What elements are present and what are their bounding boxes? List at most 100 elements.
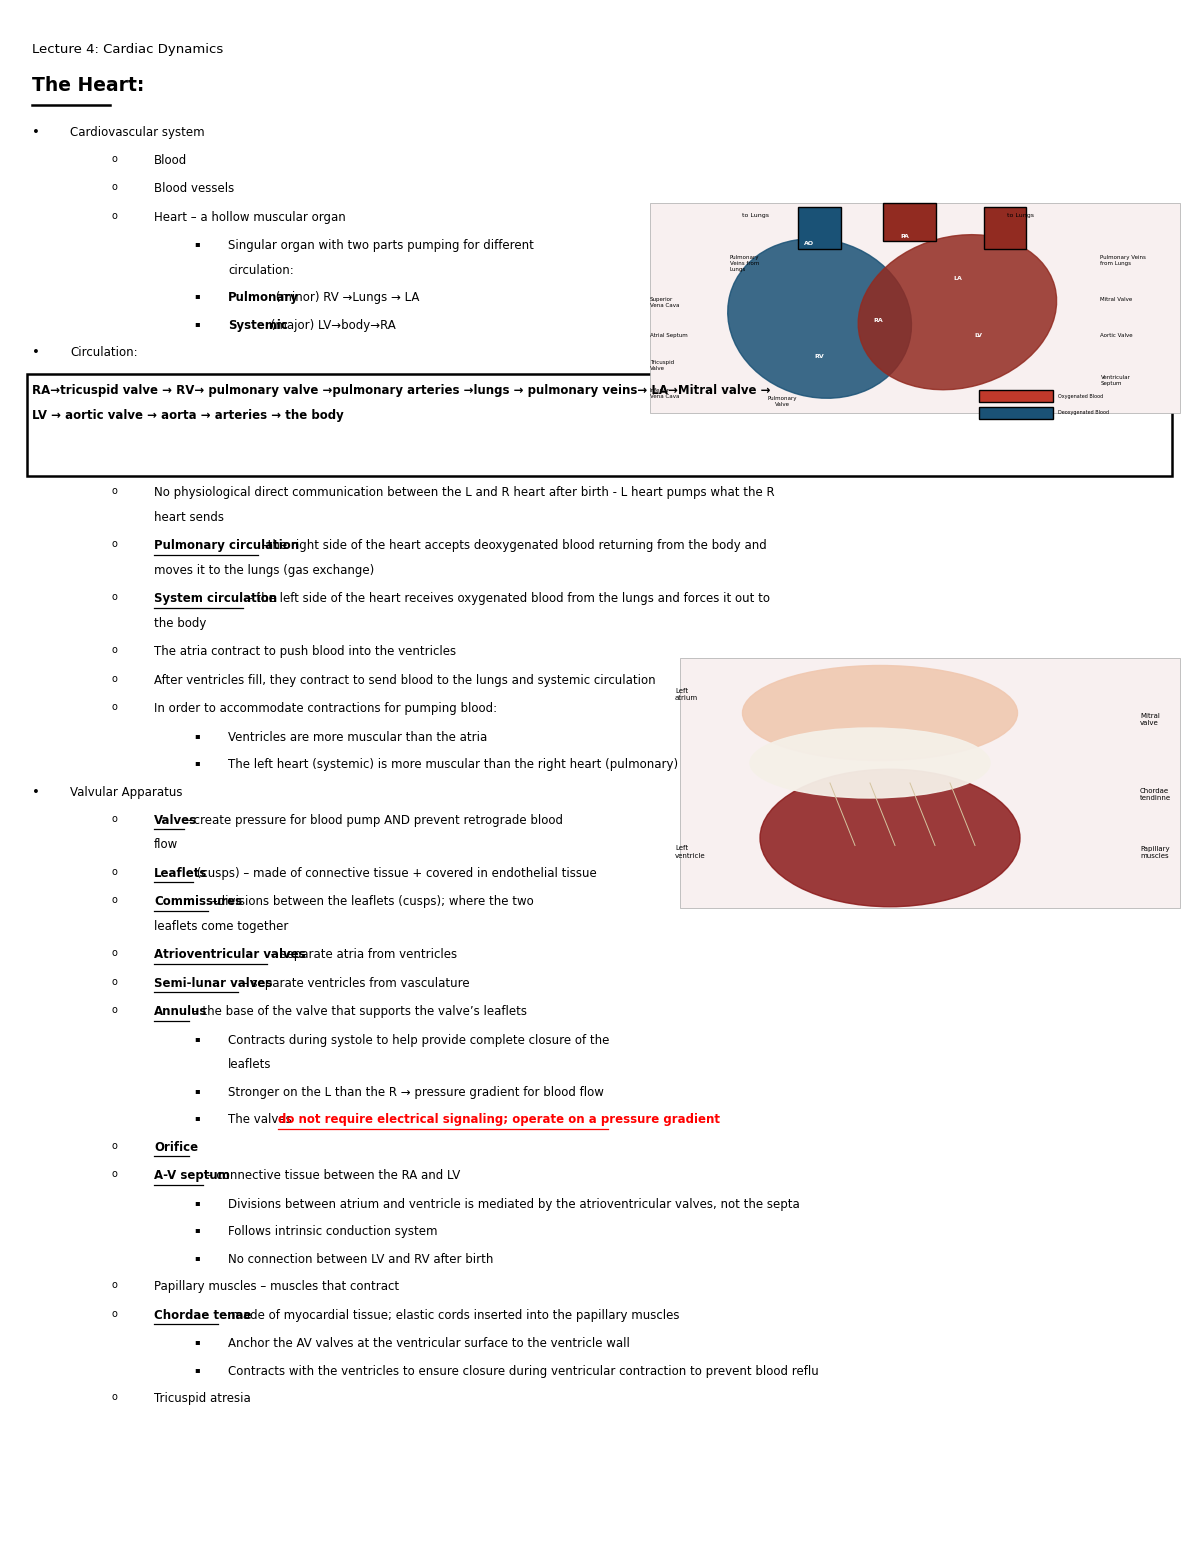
Text: leaflets come together: leaflets come together	[154, 919, 288, 933]
Text: The Heart:: The Heart:	[32, 76, 144, 95]
Text: •: •	[32, 126, 40, 140]
Text: Inferior
Vena Cava: Inferior Vena Cava	[650, 388, 679, 399]
Text: Contracts with the ventricles to ensure closure during ventricular contraction t: Contracts with the ventricles to ensure …	[228, 1365, 818, 1378]
Text: o: o	[112, 1005, 118, 1016]
Text: Cardiovascular system: Cardiovascular system	[70, 126, 205, 140]
Text: •: •	[32, 346, 40, 359]
Text: Aortic Valve: Aortic Valve	[1100, 334, 1133, 339]
Text: Systemic: Systemic	[228, 318, 288, 332]
Text: Chordae tenae: Chordae tenae	[154, 1309, 252, 1322]
Text: o: o	[112, 1141, 118, 1151]
Text: ▪: ▪	[194, 1197, 199, 1207]
Text: moves it to the lungs (gas exchange): moves it to the lungs (gas exchange)	[154, 564, 374, 578]
Text: Divisions between atrium and ventricle is mediated by the atrioventricular valve: Divisions between atrium and ventricle i…	[228, 1197, 799, 1211]
Text: Oxygenated Blood: Oxygenated Blood	[1058, 394, 1103, 399]
Text: Annulus: Annulus	[154, 1005, 208, 1019]
Text: Chordae
tendinne: Chordae tendinne	[1140, 787, 1171, 801]
Text: Valves: Valves	[154, 814, 197, 828]
Text: AO: AO	[804, 241, 814, 245]
Ellipse shape	[743, 666, 1018, 761]
Text: – separate atria from ventricles: – separate atria from ventricles	[268, 949, 457, 961]
Text: Semi-lunar valves: Semi-lunar valves	[154, 977, 272, 989]
Text: Tricuspid
Valve: Tricuspid Valve	[650, 360, 674, 371]
Text: ▪: ▪	[194, 1114, 199, 1123]
Text: – made of myocardial tissue; elastic cords inserted into the papillary muscles: – made of myocardial tissue; elastic cor…	[218, 1309, 679, 1322]
Text: ▪: ▪	[194, 318, 199, 328]
Text: Mitral
valve: Mitral valve	[1140, 713, 1160, 725]
Text: Blood vessels: Blood vessels	[154, 183, 234, 196]
Text: Heart – a hollow muscular organ: Heart – a hollow muscular organ	[154, 211, 346, 224]
Text: Commissures: Commissures	[154, 896, 242, 909]
Text: A-V septum: A-V septum	[154, 1169, 229, 1182]
Text: o: o	[112, 674, 118, 683]
Text: Anchor the AV valves at the ventricular surface to the ventricle wall: Anchor the AV valves at the ventricular …	[228, 1337, 630, 1351]
Text: o: o	[112, 814, 118, 825]
Text: After ventricles fill, they contract to send blood to the lungs and systemic cir: After ventricles fill, they contract to …	[154, 674, 655, 686]
Text: – separate ventricles from vasculature: – separate ventricles from vasculature	[238, 977, 469, 989]
Ellipse shape	[858, 235, 1057, 390]
Text: o: o	[112, 977, 118, 988]
Text: The left heart (systemic) is more muscular than the right heart (pulmonary): The left heart (systemic) is more muscul…	[228, 758, 678, 772]
Text: Follows intrinsic conduction system: Follows intrinsic conduction system	[228, 1225, 438, 1238]
Text: ▪: ▪	[194, 731, 199, 739]
Ellipse shape	[760, 769, 1020, 907]
Text: –divisions between the leaflets (cusps); where the two: –divisions between the leaflets (cusps);…	[209, 896, 534, 909]
Text: No connection between LV and RV after birth: No connection between LV and RV after bi…	[228, 1253, 493, 1266]
Text: Atrioventricular valves: Atrioventricular valves	[154, 949, 306, 961]
Text: o: o	[112, 1393, 118, 1402]
Text: Atrial Septum: Atrial Septum	[650, 334, 688, 339]
Ellipse shape	[727, 239, 912, 398]
Text: o: o	[112, 183, 118, 193]
Text: Papillary muscles – muscles that contract: Papillary muscles – muscles that contrac…	[154, 1281, 400, 1294]
Text: RV: RV	[815, 354, 824, 359]
Text: o: o	[112, 154, 118, 165]
Text: Pulmonary: Pulmonary	[228, 292, 299, 304]
Text: circulation:: circulation:	[228, 264, 294, 276]
Text: Deoxygenated Blood: Deoxygenated Blood	[1058, 410, 1109, 416]
Text: o: o	[112, 539, 118, 550]
Text: Blood: Blood	[154, 154, 187, 168]
Text: Pulmonary Veins
from Lungs: Pulmonary Veins from Lungs	[1100, 256, 1146, 266]
Text: ▪: ▪	[194, 1225, 199, 1235]
Text: The atria contract to push blood into the ventricles: The atria contract to push blood into th…	[154, 646, 456, 658]
Text: The valves: The valves	[228, 1114, 295, 1126]
Text: Pulmonary circulation: Pulmonary circulation	[154, 539, 299, 553]
Text: Ventricular
Septum: Ventricular Septum	[1100, 376, 1130, 387]
Text: o: o	[112, 702, 118, 713]
Text: Tricuspid atresia: Tricuspid atresia	[154, 1393, 251, 1405]
Text: LA: LA	[953, 276, 962, 281]
Text: heart sends: heart sends	[154, 511, 224, 523]
FancyBboxPatch shape	[883, 203, 936, 241]
Text: ▪: ▪	[194, 292, 199, 300]
Text: ▪: ▪	[194, 1365, 199, 1374]
Text: ▪: ▪	[194, 758, 199, 767]
Text: ▪: ▪	[194, 1086, 199, 1095]
Text: (minor) RV →Lungs → LA: (minor) RV →Lungs → LA	[272, 292, 420, 304]
Text: PA: PA	[900, 235, 908, 239]
Text: – connective tissue between the RA and LV: – connective tissue between the RA and L…	[203, 1169, 461, 1182]
Text: to Lungs: to Lungs	[743, 213, 769, 219]
Text: Orifice: Orifice	[154, 1141, 198, 1154]
Text: the body: the body	[154, 617, 206, 631]
Text: Lecture 4: Cardiac Dynamics: Lecture 4: Cardiac Dynamics	[32, 43, 223, 56]
Text: Superior
Vena Cava: Superior Vena Cava	[650, 298, 679, 309]
Text: o: o	[112, 949, 118, 958]
Text: o: o	[112, 1169, 118, 1179]
Text: LV: LV	[974, 334, 983, 339]
Ellipse shape	[750, 728, 990, 798]
FancyBboxPatch shape	[680, 658, 1180, 909]
FancyBboxPatch shape	[984, 207, 1026, 248]
Text: ▪: ▪	[194, 1034, 199, 1044]
Text: No physiological direct communication between the L and R heart after birth - L : No physiological direct communication be…	[154, 486, 775, 500]
Text: ▪: ▪	[194, 1337, 199, 1346]
Text: o: o	[112, 1281, 118, 1291]
FancyBboxPatch shape	[979, 407, 1052, 419]
Text: o: o	[112, 1309, 118, 1318]
Text: –create pressure for blood pump AND prevent retrograde blood: –create pressure for blood pump AND prev…	[184, 814, 563, 828]
Text: o: o	[112, 593, 118, 603]
Text: LV → aortic valve → aorta → arteries → the body: LV → aortic valve → aorta → arteries → t…	[32, 408, 343, 422]
Text: (cusps) – made of connective tissue + covered in endothelial tissue: (cusps) – made of connective tissue + co…	[193, 867, 598, 881]
FancyBboxPatch shape	[979, 390, 1052, 402]
Text: Circulation:: Circulation:	[70, 346, 138, 359]
Text: do not require electrical signaling; operate on a pressure gradient: do not require electrical signaling; ope…	[277, 1114, 720, 1126]
